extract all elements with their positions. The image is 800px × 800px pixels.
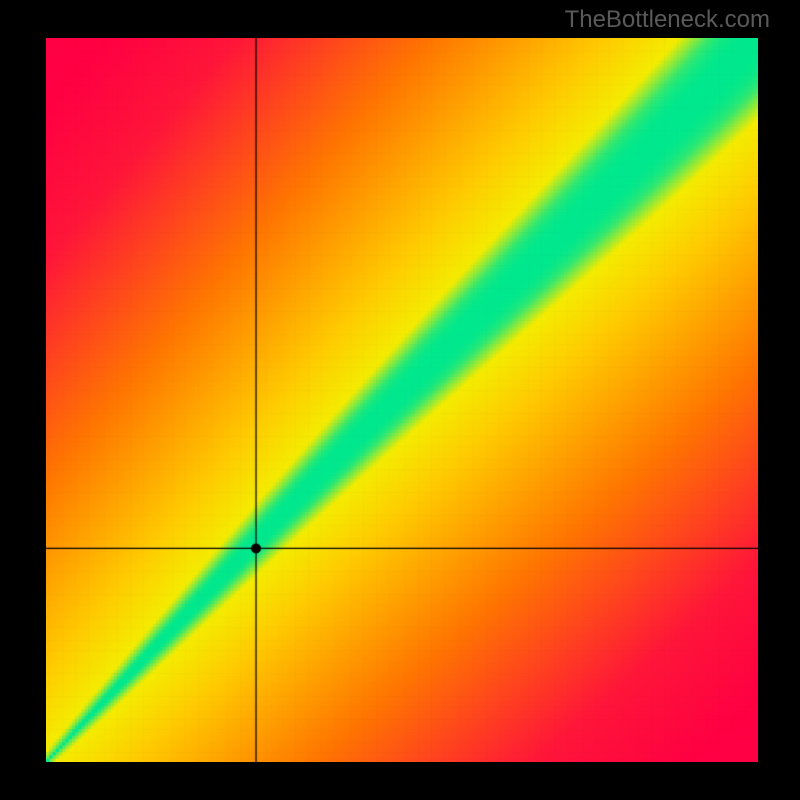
bottleneck-heatmap [46, 38, 758, 762]
attribution-text: TheBottleneck.com [565, 6, 770, 34]
heatmap-canvas [46, 38, 758, 762]
